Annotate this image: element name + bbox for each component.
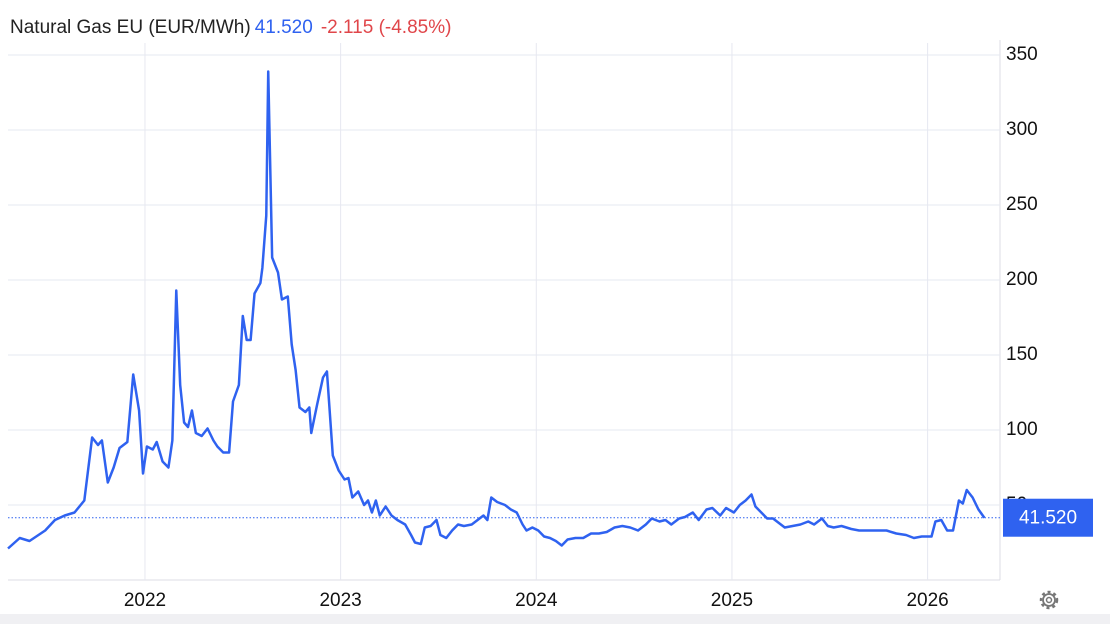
gear-body bbox=[1042, 593, 1056, 607]
header: Natural Gas EU (EUR/MWh) 41.520 -2.115 (-4… bbox=[10, 17, 451, 39]
y-tick-label: 200 bbox=[1006, 269, 1038, 290]
bottom-strip bbox=[0, 614, 1110, 624]
x-tick-label: 2023 bbox=[319, 590, 361, 611]
price-line bbox=[7, 70, 986, 550]
price-change: -2.115 (-4.85%) bbox=[320, 17, 452, 38]
x-tick-label: 2024 bbox=[515, 590, 558, 611]
last-value-box bbox=[1003, 498, 1093, 537]
last-price: 41.520 bbox=[254, 17, 313, 38]
last-value-label: 41.520 bbox=[1019, 508, 1077, 529]
y-tick-label: 150 bbox=[1006, 344, 1038, 365]
x-tick-label: 2022 bbox=[124, 590, 166, 611]
y-tick-label: 250 bbox=[1006, 194, 1038, 215]
gear-hole bbox=[1045, 596, 1053, 604]
x-tick-label: 2025 bbox=[711, 590, 753, 611]
grid bbox=[8, 43, 1000, 580]
y-tick-label: 350 bbox=[1006, 44, 1038, 65]
settings-icon[interactable] bbox=[1039, 590, 1059, 610]
chart-title: Natural Gas EU (EUR/MWh) bbox=[10, 17, 251, 38]
gear-teeth bbox=[1039, 590, 1059, 610]
x-tick-label: 2026 bbox=[906, 590, 948, 611]
y-tick-label: 300 bbox=[1006, 119, 1038, 140]
y-tick-label: 100 bbox=[1006, 419, 1038, 440]
